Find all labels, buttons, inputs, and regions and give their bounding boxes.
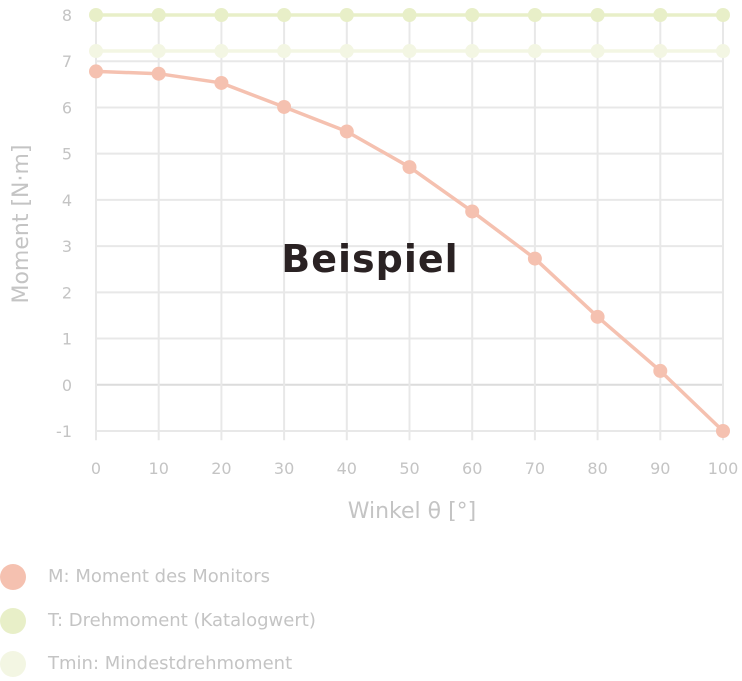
grid	[95, 11, 724, 441]
data-point	[339, 8, 354, 22]
chart: -1 0 1 2 3 4 5 6 7 8 0 10 20 30 40 50 60 70 80 90 100 Beisp…	[9, 6, 738, 524]
data-point	[465, 44, 480, 59]
y-tick-label: 4	[62, 191, 72, 210]
legend-item-drehmoment: T: Drehmoment (Katalogwert)	[0, 606, 400, 636]
data-point	[402, 8, 417, 22]
data-point	[653, 363, 668, 378]
x-tick-label: 30	[274, 459, 294, 478]
data-point	[89, 44, 103, 59]
x-tick-label: 80	[587, 459, 607, 478]
data-point	[653, 8, 668, 22]
legend-item-moment: M: Moment des Monitors	[0, 562, 400, 592]
data-point	[716, 44, 730, 59]
data-point	[277, 99, 292, 114]
x-tick-label: 10	[149, 459, 169, 478]
data-point	[527, 44, 542, 59]
series	[89, 8, 730, 438]
y-tick-label: 0	[62, 376, 72, 395]
data-point	[527, 251, 542, 266]
data-point	[402, 160, 417, 175]
data-point	[151, 66, 166, 81]
data-point	[339, 44, 354, 59]
legend-dot-drehmoment	[0, 608, 26, 634]
x-tick-label: 20	[211, 459, 231, 478]
x-tick-label: 50	[399, 459, 419, 478]
legend-item-mindestdrehmoment: Tmin: Mindestdrehmoment	[0, 649, 400, 679]
x-tick-label: 60	[462, 459, 482, 478]
legend-label-drehmoment: T: Drehmoment (Katalogwert)	[48, 610, 316, 631]
y-tick-label: 8	[62, 6, 72, 25]
watermark-text: Beispiel	[281, 237, 458, 281]
y-tick-label: 1	[62, 330, 72, 349]
data-point	[716, 424, 730, 438]
y-tick-label: 7	[62, 52, 72, 71]
data-point	[214, 8, 229, 22]
data-point	[590, 8, 605, 22]
data-point	[89, 64, 103, 79]
data-point	[277, 44, 292, 59]
series-0	[89, 64, 730, 438]
data-point	[590, 44, 605, 59]
legend-label-mindestdrehmoment: Tmin: Mindestdrehmoment	[48, 653, 293, 674]
y-tick-label: -1	[56, 422, 72, 441]
data-point	[590, 309, 605, 324]
x-tick-labels: 0 10 20 30 40 50 60 70 80 90 100	[91, 459, 738, 478]
x-tick-label: 90	[650, 459, 670, 478]
x-tick-label: 40	[337, 459, 357, 478]
data-point	[89, 8, 103, 22]
x-tick-label: 100	[708, 459, 739, 478]
data-point	[151, 44, 166, 59]
legend-label-moment: M: Moment des Monitors	[48, 566, 271, 587]
data-point	[339, 124, 354, 139]
data-point	[465, 8, 480, 22]
data-point	[527, 8, 542, 22]
x-tick-label: 70	[525, 459, 545, 478]
data-point	[465, 204, 480, 219]
series-2	[89, 44, 730, 59]
y-tick-label: 2	[62, 283, 72, 302]
series-1	[89, 8, 730, 22]
data-point	[214, 44, 229, 59]
y-tick-label: 6	[62, 98, 72, 117]
data-point	[214, 75, 229, 90]
data-point	[277, 8, 292, 22]
y-tick-label: 3	[62, 237, 72, 256]
y-tick-labels: -1 0 1 2 3 4 5 6 7 8	[56, 6, 72, 441]
y-axis-title: Moment [N·m]	[9, 144, 34, 303]
data-point	[716, 8, 730, 22]
data-point	[151, 8, 166, 22]
legend-dot-moment	[0, 564, 26, 590]
data-point	[653, 44, 668, 59]
y-tick-label: 5	[62, 145, 72, 164]
x-axis-title: Winkel θ [°]	[348, 499, 477, 524]
x-tick-label: 0	[91, 459, 101, 478]
data-point	[402, 44, 417, 59]
legend-dot-mindestdrehmoment	[0, 651, 26, 677]
